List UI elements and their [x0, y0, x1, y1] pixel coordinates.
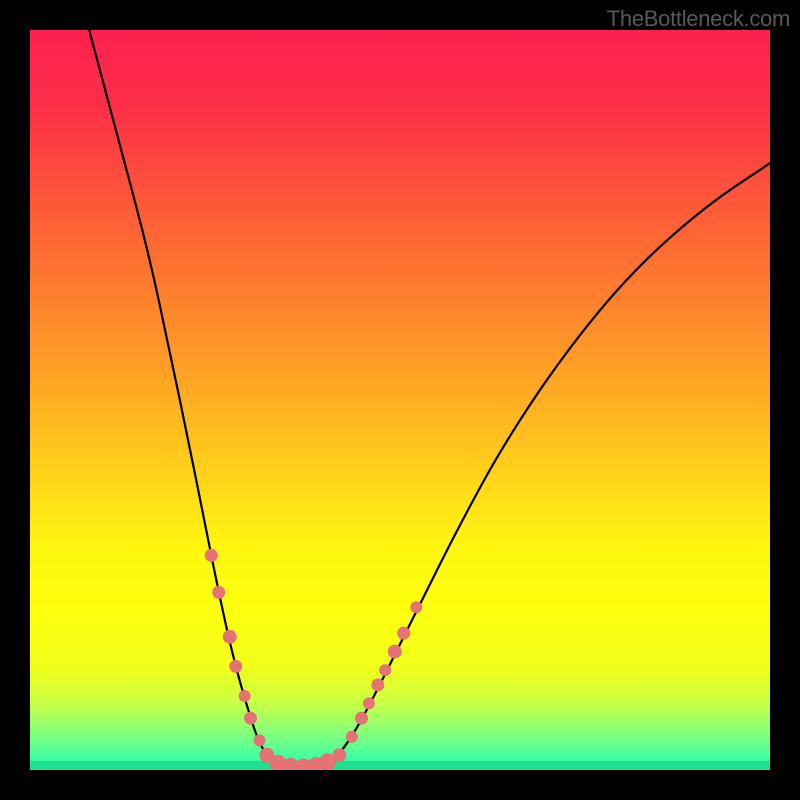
marker-point	[371, 678, 384, 691]
marker-point	[410, 601, 422, 613]
marker-point	[363, 697, 375, 709]
marker-point	[229, 660, 242, 673]
marker-point	[223, 630, 237, 644]
marker-point	[253, 734, 265, 746]
marker-point	[239, 690, 251, 702]
ground-band	[30, 761, 770, 770]
marker-point	[244, 712, 257, 725]
chart-frame: TheBottleneck.com	[0, 0, 800, 800]
plot-svg	[30, 30, 770, 770]
marker-point	[346, 731, 358, 743]
plot-area	[30, 30, 770, 770]
marker-point	[388, 645, 402, 659]
marker-point	[212, 586, 225, 599]
marker-point	[205, 549, 218, 562]
marker-point	[379, 664, 391, 676]
marker-point	[332, 748, 346, 762]
marker-point	[355, 712, 368, 725]
gradient-background	[30, 30, 770, 770]
marker-point	[397, 627, 410, 640]
watermark-text: TheBottleneck.com	[607, 6, 790, 32]
